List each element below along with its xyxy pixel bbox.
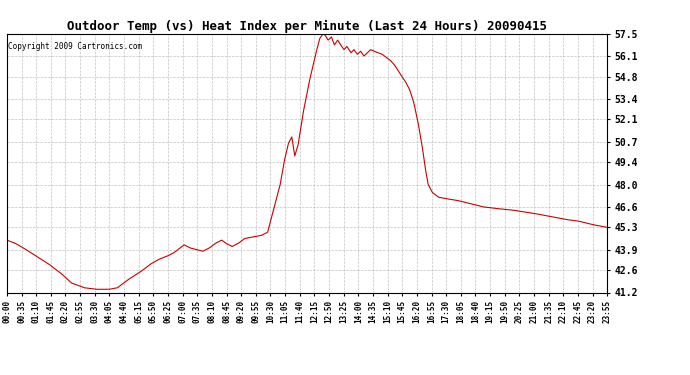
Title: Outdoor Temp (vs) Heat Index per Minute (Last 24 Hours) 20090415: Outdoor Temp (vs) Heat Index per Minute …: [67, 20, 547, 33]
Text: Copyright 2009 Cartronics.com: Copyright 2009 Cartronics.com: [8, 42, 142, 51]
